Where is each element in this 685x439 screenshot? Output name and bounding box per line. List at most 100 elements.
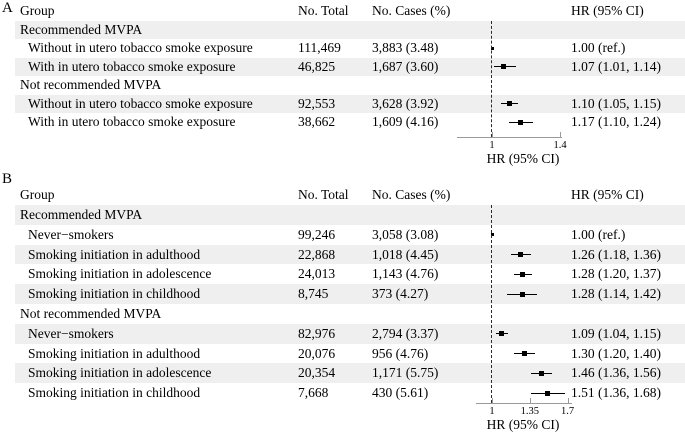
group-cell: Without in utero tobacco smoke exposure [28,40,253,56]
column-header-total: No. Total [298,3,349,18]
axis-tick-label: 1 [489,140,495,151]
reference-line [491,205,492,403]
group-cell: Never−smokers [28,325,114,341]
panel-b-rows: Recommended MVPA Never−smokers 99,246 3,058… [0,170,685,439]
forest-marker [519,271,525,277]
group-cell: Smoking initiation in adolescence [28,266,212,282]
cases-cell: 1,171 (5.75) [372,365,439,381]
column-header-cases: No. Cases (%) [372,187,451,202]
axis-tick-label: 1.7 [561,406,575,417]
panel-b-header-row: Group No. Total No. Cases (%) HR (95% CI… [0,184,685,205]
axis-line [457,137,562,138]
axis-tick [567,398,569,403]
table-row: Without in utero tobacco smoke exposure 1… [15,39,685,57]
panel-a-label: A [2,0,13,16]
table-row: Smoking initiation in adulthood 20,076 956… [15,344,685,364]
total-cell: 20,076 [298,345,336,361]
column-header-hr: HR (95% CI) [571,187,644,202]
ref-dot [490,233,494,237]
total-cell: 111,469 [298,40,341,56]
hr-cell: 1.28 (1.20, 1.37) [571,266,661,282]
panel-a: A Group No. Total No. Cases (%) HR (95% … [0,0,685,172]
forest-marker [517,251,523,257]
hr-cell: 1.00 (ref.) [571,226,626,242]
table-row: With in utero tobacco smoke exposure 46,8… [15,57,685,77]
group-cell: Without in utero tobacco smoke exposure [28,95,253,111]
column-header-cases: No. Cases (%) [372,3,451,18]
total-cell: 7,668 [298,385,329,401]
cases-cell: 1,687 (3.60) [372,58,439,74]
group-cell: With in utero tobacco smoke exposure [28,114,236,129]
group-cell: Never−smokers [28,226,114,242]
hr-cell: 1.28 (1.14, 1.42) [571,286,661,302]
table-row: Smoking initiation in adulthood 22,868 1,0… [15,244,685,265]
cases-cell: 1,609 (4.16) [372,114,439,129]
total-cell: 99,246 [298,226,336,242]
axis-label: HR (95% CI) [486,417,560,432]
cases-cell: 3,883 (3.48) [372,40,439,56]
cases-cell: 1,018 (4.45) [372,246,439,262]
group-cell: Not recommended MVPA [20,306,162,321]
axis-tick [492,398,493,403]
total-cell: 20,354 [298,365,336,381]
hr-cell: 1.17 (1.10, 1.24) [571,114,661,129]
column-header-group: Group [20,3,55,18]
group-cell: With in utero tobacco smoke exposure [28,58,236,74]
total-cell: 92,553 [298,95,336,111]
axis-line [476,403,572,404]
cases-cell: 373 (4.27) [372,286,429,302]
cases-cell: 3,628 (3.92) [372,95,439,111]
group-cell: Smoking initiation in childhood [28,385,201,401]
hr-cell: 1.30 (1.20, 1.40) [571,345,661,361]
axis-tick [492,132,493,137]
table-row: Smoking initiation in childhood 7,668 430 … [15,383,685,403]
table-row: Smoking initiation in childhood 8,745 373 … [15,284,685,304]
cases-cell: 956 (4.76) [372,345,429,361]
panel-a-header-row: Group No. Total No. Cases (%) HR (95% CI… [0,0,685,21]
group-cell: Recommended MVPA [20,207,143,222]
hr-cell: 1.09 (1.04, 1.15) [571,325,661,341]
total-cell: 38,662 [298,114,336,129]
group-cell: Recommended MVPA [20,22,143,37]
forest-marker [501,64,507,70]
total-cell: 8,745 [298,286,329,302]
total-cell: 46,825 [298,58,336,74]
table-row: Never−smokers 99,246 3,058 (3.08) 1.00 (ref… [15,225,685,245]
table-row: Smoking initiation in adolescence 20,354 1… [15,363,685,384]
forest-marker [521,350,527,356]
forest-marker [518,119,524,125]
group-cell: Smoking initiation in childhood [28,286,201,302]
table-row: Smoking initiation in adolescence 24,013 1… [15,264,685,284]
table-row: Never−smokers 82,976 2,794 (3.37) 1.09 (1.0… [15,323,685,344]
group-cell: Smoking initiation in adulthood [28,345,201,361]
forest-marker [519,291,525,297]
total-cell: 82,976 [298,325,336,341]
group-cell: Smoking initiation in adolescence [28,365,212,381]
section-row: Not recommended MVPA [15,304,685,324]
cases-cell: 3,058 (3.08) [372,226,439,242]
hr-cell: 1.00 (ref.) [571,40,626,56]
hr-cell: 1.46 (1.36, 1.56) [571,365,661,381]
hr-cell: 1.07 (1.01, 1.14) [571,58,661,74]
axis-tick-label: 1 [489,406,495,417]
hr-cell: 1.26 (1.18, 1.36) [571,246,661,262]
section-row: Recommended MVPA [15,205,685,225]
total-cell: 22,868 [298,246,336,262]
cases-cell: 1,143 (4.76) [372,266,439,282]
axis-tick [560,132,561,137]
table-row: With in utero tobacco smoke exposure 38,6… [15,113,685,131]
column-header-group: Group [20,187,55,202]
forest-marker [499,331,505,337]
column-header-hr: HR (95% CI) [571,3,644,18]
reference-line [491,21,492,137]
hr-cell: 1.51 (1.36, 1.68) [571,385,661,401]
section-row: Recommended MVPA [15,21,685,40]
cases-cell: 430 (5.61) [372,385,429,401]
axis-tick [529,398,531,403]
hr-cell: 1.10 (1.05, 1.15) [571,95,661,111]
panel-a-rows: Recommended MVPA Without in utero tobacco… [0,0,685,172]
group-cell: Not recommended MVPA [20,77,162,93]
section-row: Not recommended MVPA [15,76,685,94]
total-cell: 24,013 [298,266,336,282]
forest-marker [506,101,512,107]
